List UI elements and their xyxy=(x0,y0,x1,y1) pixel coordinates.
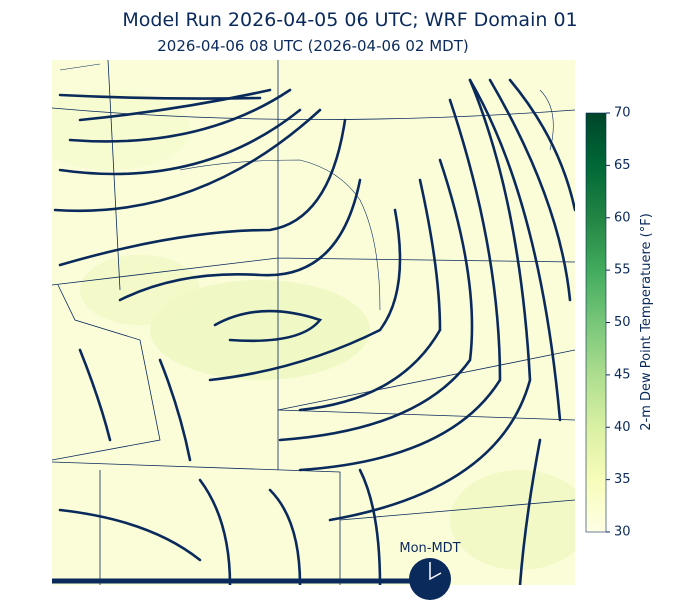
colorbar-tick-label: 30 xyxy=(614,525,631,540)
colorbar-tick-label: 65 xyxy=(614,158,631,173)
clock-label: Mon-MDT xyxy=(399,541,460,556)
colorbar-tick-label: 60 xyxy=(614,210,631,225)
map xyxy=(52,60,575,585)
streamlines xyxy=(53,78,575,585)
colorbar-ticks: 30 35 40 45 50 55 60 65 70 xyxy=(606,106,631,540)
colorbar-tick-label: 35 xyxy=(614,472,631,487)
borders xyxy=(52,60,575,585)
shade xyxy=(450,470,575,570)
subtitle: 2026-04-06 08 UTC (2026-04-06 02 MDT) xyxy=(157,37,468,55)
colorbar-tick-label: 50 xyxy=(614,315,631,330)
title: Model Run 2026-04-05 06 UTC; WRF Domain … xyxy=(122,9,577,31)
colorbar xyxy=(585,112,607,533)
shade xyxy=(150,280,370,380)
clock-hands xyxy=(429,562,442,581)
colorbar-tick-label: 70 xyxy=(614,106,631,121)
colorbar-tick-label: 40 xyxy=(614,420,631,435)
colorbar-tick-label: 55 xyxy=(614,263,631,278)
colorbar-tick-label: 45 xyxy=(614,367,631,382)
colorbar-label: 2-m Dew Point Temperatuere (°F) xyxy=(639,213,654,431)
